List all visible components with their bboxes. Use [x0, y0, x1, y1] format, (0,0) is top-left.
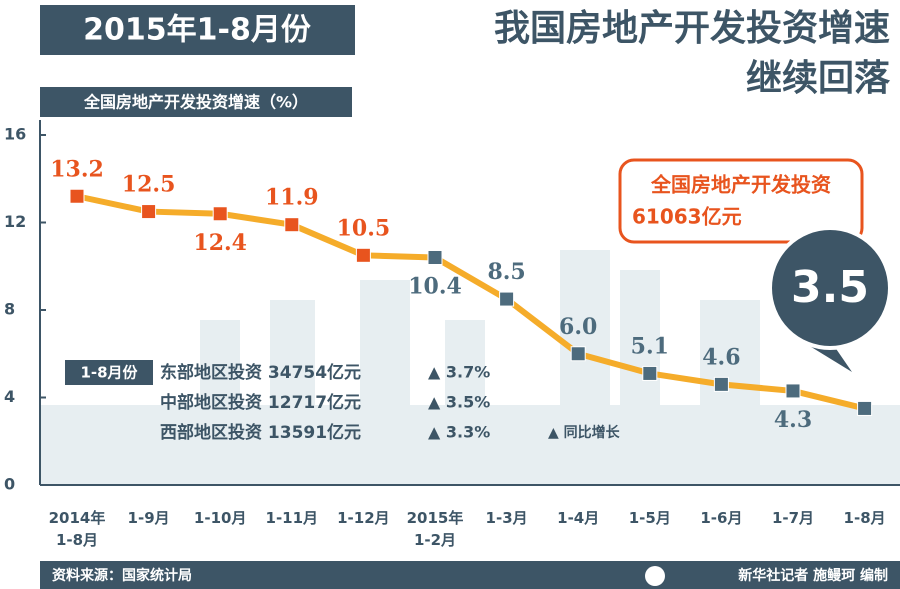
- x-tick-label: 1-7月: [772, 509, 814, 527]
- y-tick-label: 0: [4, 475, 15, 494]
- point: [499, 291, 515, 307]
- line: [76, 193, 866, 412]
- region-growth: ▲ 3.3%: [428, 423, 490, 442]
- badge: 2015年1-8月份: [83, 13, 311, 48]
- point: [713, 376, 729, 392]
- x-tick-label: 1-12月: [337, 509, 390, 527]
- x-tick-line: 1-7月: [772, 509, 814, 527]
- chart-title: 全国房地产开发投资增速（%）: [83, 93, 308, 112]
- x-tick-line: 1-11月: [266, 509, 319, 527]
- x-tick-label: 1-8月: [844, 509, 886, 527]
- x-tick-label: 1-11月: [266, 509, 319, 527]
- x-tick-label: 1-9月: [128, 509, 170, 527]
- x-tick-line: 1-8月: [844, 509, 886, 527]
- value-label: 10.4: [408, 274, 462, 300]
- value-label: 5.1: [631, 333, 669, 359]
- subtitle-box: [40, 87, 352, 117]
- regions-label: 1-8月份: [80, 364, 138, 382]
- x-tick-label: 1-10月: [194, 509, 247, 527]
- x-tick-line: 1-2月: [414, 531, 456, 549]
- x-tick-line: 1-3月: [486, 509, 528, 527]
- plot: 0 4 8 12 16 2014年 1-8月 1-9月 1-10月 1-11月 1-12月 2015年…: [4, 125, 886, 549]
- x-tick-label: 1-4月: [557, 509, 599, 527]
- value-label: 12.5: [122, 172, 176, 198]
- point: [642, 365, 658, 381]
- x-tick-line: 1-6月: [700, 509, 742, 527]
- y-tick-label: 8: [4, 300, 15, 319]
- point: [355, 247, 371, 263]
- point: [212, 206, 228, 222]
- x-tick-label: 1-6月: [700, 509, 742, 527]
- y-tick-label: 12: [4, 212, 26, 231]
- value-label: 6.0: [559, 314, 597, 340]
- x-tick-line: 2015年: [407, 509, 464, 527]
- point: [857, 400, 873, 416]
- y-tick-label: 16: [4, 125, 26, 144]
- footer-bar: [40, 561, 900, 589]
- title: 我国房地产开发投资增速: [494, 8, 890, 49]
- value-label: 10.5: [337, 215, 391, 241]
- credit: 新华社记者 施鳗珂 编制: [738, 567, 888, 584]
- value-label: 11.9: [265, 185, 319, 211]
- x-tick-line: 2014年: [49, 509, 106, 527]
- regions-label-box: [65, 360, 153, 385]
- skyline: [40, 250, 900, 485]
- bubble: [768, 226, 892, 350]
- region-growth: ▲ 3.7%: [428, 363, 490, 382]
- callout-text: 全国房地产开发投资: [650, 173, 831, 197]
- point: [141, 204, 157, 220]
- point: [427, 250, 443, 265]
- point: [284, 217, 300, 233]
- legend-note: ▲ 同比增长: [548, 424, 621, 441]
- y-tick-label: 4: [4, 387, 15, 406]
- x-tick-line: 1-8月: [56, 531, 98, 549]
- x-tick-line: 1-10月: [194, 509, 247, 527]
- region-row: 西部地区投资 13591亿元: [160, 422, 361, 443]
- region-row: 东部地区投资 34754亿元: [160, 362, 361, 383]
- value-label: 8.5: [487, 259, 525, 285]
- value-label: 13.2: [50, 156, 104, 182]
- logo: [645, 566, 665, 586]
- point: [69, 188, 85, 204]
- callout-text: 61063亿元: [632, 205, 742, 229]
- title: 继续回落: [746, 58, 891, 99]
- x-tick-line: 1-12月: [337, 509, 390, 527]
- source: 资料来源：国家统计局: [52, 567, 192, 584]
- x-tick-line: 1-5月: [629, 509, 671, 527]
- callout-box: [618, 158, 864, 244]
- badge-box: [40, 5, 355, 55]
- region-row: 中部地区投资 12717亿元: [160, 392, 361, 413]
- point: [785, 383, 801, 399]
- region-growth: ▲ 3.5%: [428, 393, 490, 412]
- x-tick-line: 1-4月: [557, 509, 599, 527]
- point: [570, 346, 586, 362]
- x-tick-label: 1-3月: [486, 509, 528, 527]
- x-tick-label: 2014年 1-8月: [49, 509, 106, 549]
- value-label: 4.6: [702, 344, 740, 370]
- x-tick-label: 2015年 1-2月: [407, 509, 464, 549]
- x-tick-line: 1-9月: [128, 509, 170, 527]
- value-label: 4.3: [774, 407, 812, 433]
- value-label: 12.4: [193, 230, 247, 256]
- x-tick-label: 1-5月: [629, 509, 671, 527]
- bubble-value: 3.5: [791, 262, 869, 313]
